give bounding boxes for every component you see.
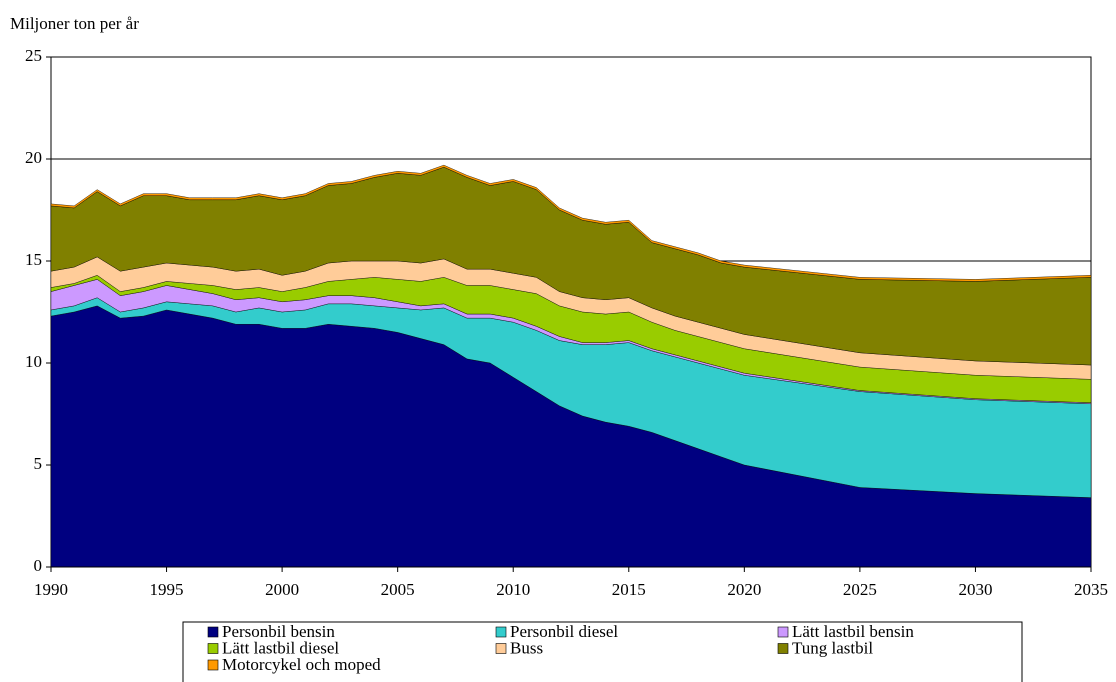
legend-label: Lätt lastbil bensin	[792, 622, 914, 641]
y-tick-label: 25	[25, 46, 42, 65]
x-tick-label: 2010	[496, 580, 530, 599]
y-tick-label: 20	[25, 148, 42, 167]
x-tick-label: 1990	[34, 580, 68, 599]
y-tick-label: 0	[34, 556, 43, 575]
legend-box	[182, 621, 1023, 682]
x-tick-label: 2000	[265, 580, 299, 599]
legend-label: Buss	[510, 638, 543, 657]
legend-swatch	[495, 626, 507, 638]
x-tick-label: 2030	[958, 580, 992, 599]
y-axis-label: Miljoner ton per år	[10, 14, 139, 33]
legend-label: Personbil diesel	[510, 622, 618, 641]
legend-label: Tung lastbil	[792, 638, 873, 657]
y-tick-label: 5	[34, 454, 43, 473]
x-tick-label: 2015	[612, 580, 646, 599]
legend-swatch	[495, 643, 507, 654]
legend-label: Motorcykel och moped	[222, 655, 381, 674]
x-tick-label: 2020	[727, 580, 761, 599]
legend-swatch	[207, 659, 219, 671]
x-tick-label: 2025	[843, 580, 877, 599]
area	[50, 164, 1092, 282]
x-tick-label: 2005	[381, 580, 415, 599]
y-tick-label: 15	[25, 250, 42, 269]
x-tick-label: 2035	[1074, 580, 1108, 599]
legend-label: Personbil bensin	[222, 622, 335, 641]
legend-label: Lätt lastbil diesel	[222, 638, 339, 657]
x-tick-label: 1995	[150, 580, 184, 599]
y-tick-label: 10	[25, 352, 42, 371]
legend-swatch	[777, 626, 789, 638]
legend-swatch	[777, 643, 789, 654]
legend-swatch	[207, 626, 219, 638]
legend-swatch	[207, 643, 219, 654]
